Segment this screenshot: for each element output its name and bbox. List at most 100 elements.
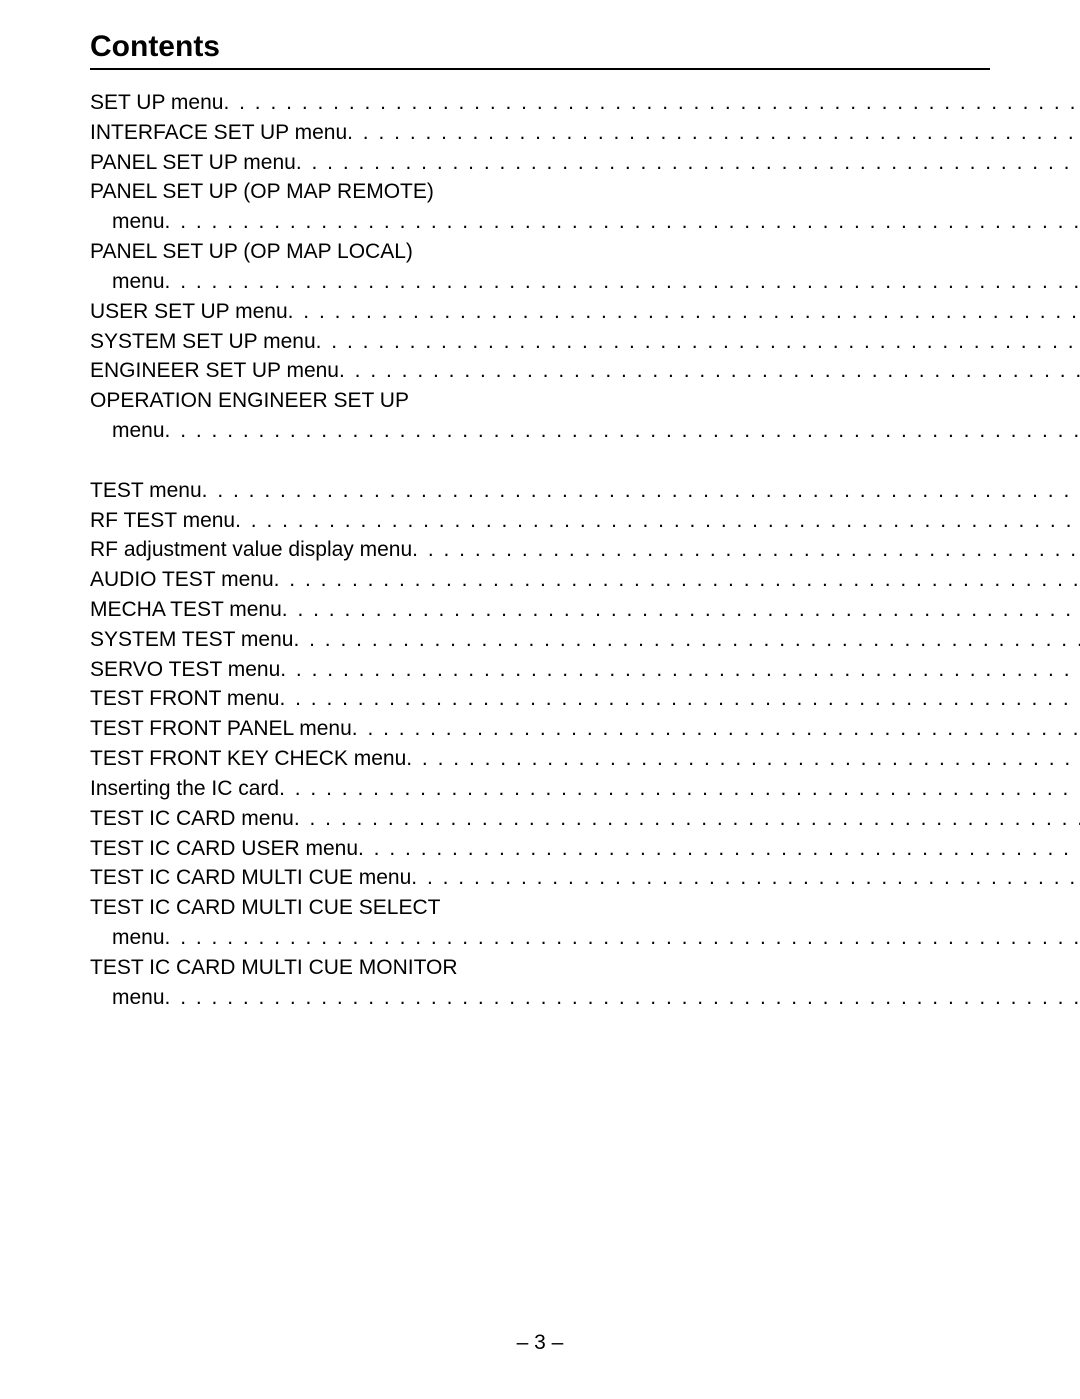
toc-line: menu 123 bbox=[90, 267, 1080, 297]
toc-entry: TEST FRONT PANEL menu 152 bbox=[90, 714, 1080, 744]
toc-entry: PANEL SET UP (OP MAP REMOTE) bbox=[90, 177, 1080, 207]
toc-leader bbox=[288, 297, 1080, 327]
toc-label: PANEL SET UP menu bbox=[90, 148, 296, 178]
toc-entry: menu 123 bbox=[90, 267, 1080, 297]
toc-leader bbox=[202, 476, 1080, 506]
toc-line: SYSTEM TEST menu 147 bbox=[90, 625, 1080, 655]
toc-line: TEST FRONT KEY CHECK menu 153 bbox=[90, 744, 1080, 774]
toc-label: MECHA TEST menu bbox=[90, 595, 282, 625]
toc-leader bbox=[165, 923, 1080, 953]
toc-leader bbox=[294, 804, 1080, 834]
toc-line: OPERATION ENGINEER SET UP bbox=[90, 386, 1080, 416]
toc-line: USER SET UP menu 125 bbox=[90, 297, 1080, 327]
toc-line: TEST FRONT PANEL menu 152 bbox=[90, 714, 1080, 744]
toc-entry: SYSTEM TEST menu 147 bbox=[90, 625, 1080, 655]
toc-label: TEST IC CARD MULTI CUE menu bbox=[90, 863, 411, 893]
toc-label: menu bbox=[90, 416, 165, 446]
toc-entry: TEST IC CARD MULTI CUE MONITOR bbox=[90, 953, 1080, 983]
toc-line: PANEL SET UP (OP MAP LOCAL) bbox=[90, 237, 1080, 267]
toc-leader bbox=[274, 565, 1080, 595]
toc-line: menu 137 bbox=[90, 416, 1080, 446]
toc-entry: TEST IC CARD menu 156 bbox=[90, 804, 1080, 834]
toc-leader bbox=[223, 88, 1080, 118]
toc-label: TEST IC CARD MULTI CUE SELECT bbox=[90, 893, 440, 923]
toc-label: menu bbox=[90, 267, 165, 297]
toc-line: AUDIO TEST menu 144 bbox=[90, 565, 1080, 595]
toc-line: SET UP menu 111 bbox=[90, 88, 1080, 118]
toc-line: Inserting the IC card 155 bbox=[90, 774, 1080, 804]
page: Contents SET UP menu 111INTERFACE SET UP… bbox=[0, 0, 1080, 1399]
toc-line: TEST IC CARD MULTI CUE SELECT bbox=[90, 893, 1080, 923]
toc-leader bbox=[165, 983, 1080, 1013]
toc-entry: Inserting the IC card 155 bbox=[90, 774, 1080, 804]
toc-label: ENGINEER SET UP menu bbox=[90, 356, 339, 386]
toc-entry: menu 137 bbox=[90, 416, 1080, 446]
toc-line: PANEL SET UP menu 118 bbox=[90, 148, 1080, 178]
toc-leader bbox=[406, 744, 1080, 774]
toc-leader bbox=[296, 148, 1080, 178]
toc-leader bbox=[235, 506, 1080, 536]
toc-entry: RF adjustment value display menu 143 bbox=[90, 535, 1080, 565]
toc-line: TEST FRONT menu 151 bbox=[90, 684, 1080, 714]
toc-leader bbox=[165, 207, 1080, 237]
toc-leader bbox=[165, 416, 1080, 446]
toc-entry: menu 160 bbox=[90, 983, 1080, 1013]
toc-leader bbox=[347, 118, 1080, 148]
toc-label: TEST IC CARD MULTI CUE MONITOR bbox=[90, 953, 458, 983]
toc-leader bbox=[280, 655, 1080, 685]
toc-line: menu 120 bbox=[90, 207, 1080, 237]
toc-line: MECHA TEST menu 145 bbox=[90, 595, 1080, 625]
toc-entry: TEST menu 138 bbox=[90, 476, 1080, 506]
toc-line: INTERFACE SET UP menu 112 bbox=[90, 118, 1080, 148]
left-column: SET UP menu 111INTERFACE SET UP menu 112… bbox=[90, 88, 1080, 1012]
toc-entry: TEST FRONT KEY CHECK menu 153 bbox=[90, 744, 1080, 774]
toc-line: PANEL SET UP (OP MAP REMOTE) bbox=[90, 177, 1080, 207]
toc-entry: TEST IC CARD MULTI CUE menu 158 bbox=[90, 863, 1080, 893]
contents-title: Contents bbox=[90, 30, 990, 64]
toc-leader bbox=[165, 267, 1080, 297]
toc-label: menu bbox=[90, 207, 165, 237]
toc-label: TEST FRONT KEY CHECK menu bbox=[90, 744, 406, 774]
toc-leader bbox=[279, 774, 1080, 804]
toc-line: RF adjustment value display menu 143 bbox=[90, 535, 1080, 565]
toc-label: OPERATION ENGINEER SET UP bbox=[90, 386, 409, 416]
toc-line: TEST IC CARD MULTI CUE MONITOR bbox=[90, 953, 1080, 983]
toc-label: USER SET UP menu bbox=[90, 297, 288, 327]
toc-entry: USER SET UP menu 125 bbox=[90, 297, 1080, 327]
toc-label: INTERFACE SET UP menu bbox=[90, 118, 347, 148]
toc-leader bbox=[411, 863, 1080, 893]
toc-label: SERVO TEST menu bbox=[90, 655, 280, 685]
toc-label: TEST IC CARD USER menu bbox=[90, 834, 358, 864]
toc-line: ENGINEER SET UP menu 136 bbox=[90, 356, 1080, 386]
toc-entry: SERVO TEST menu 148 bbox=[90, 655, 1080, 685]
title-rule bbox=[90, 68, 990, 70]
toc-label: RF TEST menu bbox=[90, 506, 235, 536]
toc-line: TEST menu 138 bbox=[90, 476, 1080, 506]
toc-entry: menu 159 bbox=[90, 923, 1080, 953]
toc-label: menu bbox=[90, 923, 165, 953]
toc-line: TEST IC CARD MULTI CUE menu 158 bbox=[90, 863, 1080, 893]
toc-line: SYSTEM SET UP menu 130 bbox=[90, 327, 1080, 357]
toc-line: menu 160 bbox=[90, 983, 1080, 1013]
toc-label: RF adjustment value display menu bbox=[90, 535, 412, 565]
toc-leader bbox=[339, 356, 1080, 386]
toc-line: SERVO TEST menu 148 bbox=[90, 655, 1080, 685]
toc-entry: menu 120 bbox=[90, 207, 1080, 237]
toc-leader bbox=[316, 327, 1080, 357]
toc-entry: PANEL SET UP (OP MAP LOCAL) bbox=[90, 237, 1080, 267]
toc-label: menu bbox=[90, 983, 165, 1013]
toc-label: TEST menu bbox=[90, 476, 202, 506]
toc-entry: SET UP menu 111 bbox=[90, 88, 1080, 118]
toc-entry: TEST FRONT menu 151 bbox=[90, 684, 1080, 714]
toc-label: SET UP menu bbox=[90, 88, 223, 118]
toc-leader bbox=[279, 684, 1080, 714]
toc-label: AUDIO TEST menu bbox=[90, 565, 274, 595]
toc-label: TEST FRONT PANEL menu bbox=[90, 714, 352, 744]
toc-label: PANEL SET UP (OP MAP REMOTE) bbox=[90, 177, 434, 207]
toc-label: SYSTEM SET UP menu bbox=[90, 327, 316, 357]
toc-line: menu 159 bbox=[90, 923, 1080, 953]
toc-entry: MECHA TEST menu 145 bbox=[90, 595, 1080, 625]
toc-line: RF TEST menu 140 bbox=[90, 506, 1080, 536]
toc-label: Inserting the IC card bbox=[90, 774, 279, 804]
toc-entry: TEST IC CARD MULTI CUE SELECT bbox=[90, 893, 1080, 923]
